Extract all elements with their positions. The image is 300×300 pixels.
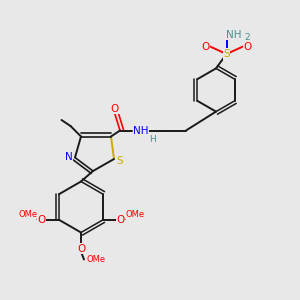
Text: H: H [150, 135, 156, 144]
Text: NH: NH [133, 125, 149, 136]
Text: O: O [111, 103, 119, 114]
Text: S: S [117, 155, 123, 166]
Text: NH: NH [226, 29, 242, 40]
Text: S: S [223, 49, 230, 59]
Text: O: O [116, 215, 124, 225]
Text: OMe: OMe [86, 255, 106, 264]
Text: OMe: OMe [125, 210, 144, 219]
Text: O: O [77, 244, 85, 254]
Text: O: O [201, 41, 210, 52]
Text: N: N [65, 152, 73, 163]
Text: OMe: OMe [19, 210, 38, 219]
Text: O: O [38, 215, 46, 225]
Text: O: O [243, 41, 252, 52]
Text: 2: 2 [244, 33, 250, 42]
